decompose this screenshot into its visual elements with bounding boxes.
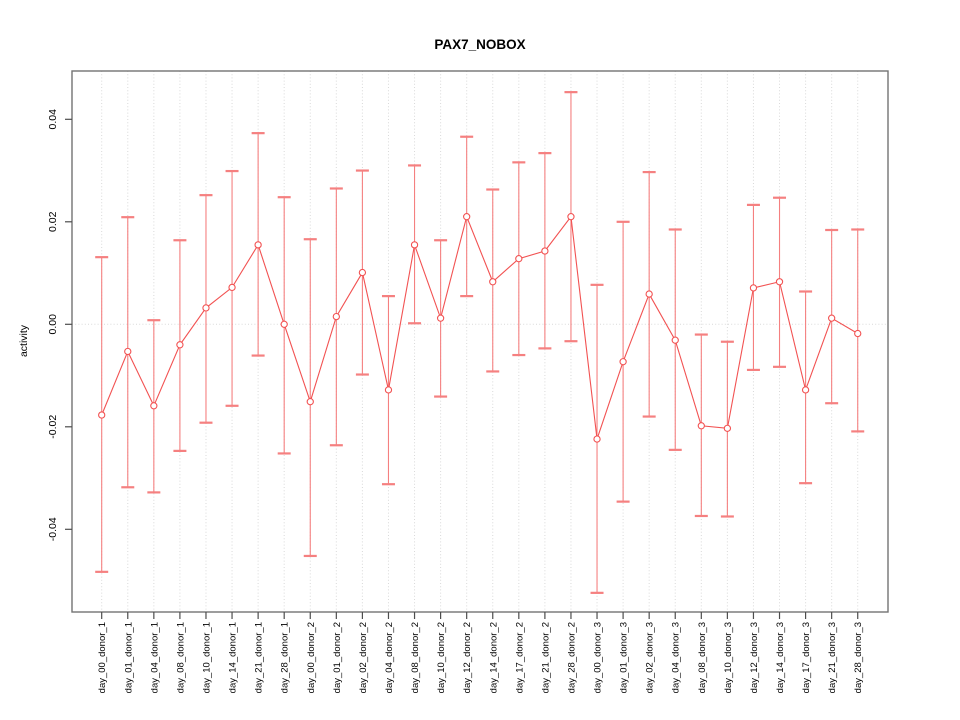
- x-tick-label: day_17_donor_3: [801, 622, 812, 693]
- x-tick-label: day_00_donor_3: [593, 622, 604, 693]
- x-tick-label: day_14_donor_3: [775, 622, 786, 693]
- data-point-marker: [410, 241, 419, 249]
- data-point-marker: [828, 314, 836, 322]
- x-tick-label: day_01_donor_2: [332, 622, 343, 693]
- x-tick-label: day_02_donor_3: [645, 622, 656, 693]
- data-layer: [95, 91, 865, 594]
- x-tick-label: day_04_donor_3: [671, 622, 682, 693]
- data-point-marker: [697, 422, 705, 430]
- data-point-marker: [436, 314, 445, 322]
- data-point-marker: [98, 411, 106, 419]
- y-axis-label: activity: [18, 324, 30, 357]
- data-point-marker: [489, 278, 497, 286]
- data-point-marker: [384, 386, 393, 394]
- data-point-marker: [228, 283, 236, 292]
- x-tick-label: day_08_donor_2: [410, 622, 421, 693]
- x-tick-label: day_08_donor_1: [175, 622, 186, 693]
- frame-layer: [71, 70, 889, 613]
- data-point-marker: [801, 386, 810, 394]
- x-tick-label: day_12_donor_2: [462, 622, 473, 693]
- data-point-marker: [645, 290, 653, 298]
- data-point-marker: [593, 435, 601, 443]
- data-point-marker: [124, 347, 132, 356]
- y-tick-label: 0.04: [47, 109, 59, 130]
- data-point-marker: [775, 278, 784, 286]
- data-point-marker: [671, 336, 679, 344]
- y-tick-label: 0.02: [47, 211, 59, 232]
- data-point-marker: [567, 213, 575, 221]
- data-point-marker: [515, 255, 523, 263]
- x-tick-label: day_10_donor_3: [723, 622, 734, 693]
- data-point-marker: [541, 247, 549, 255]
- data-point-marker: [150, 402, 158, 410]
- x-tick-label: day_21_donor_3: [827, 622, 838, 693]
- data-point-marker: [358, 268, 367, 277]
- data-point-marker: [176, 341, 184, 349]
- series-line: [101, 214, 859, 440]
- chart-title: PAX7_NOBOX: [434, 37, 525, 52]
- data-point-marker: [280, 320, 288, 328]
- plot-frame: [71, 70, 889, 613]
- y-tick-label: 0.00: [47, 314, 59, 335]
- data-point-marker: [463, 213, 471, 221]
- x-tick-label: day_01_donor_1: [123, 622, 134, 693]
- data-point-marker: [723, 424, 732, 432]
- x-tick-label: day_17_donor_2: [514, 622, 525, 693]
- x-tick-label: day_02_donor_2: [358, 622, 369, 693]
- x-tick-label: day_10_donor_1: [201, 622, 212, 693]
- x-tick-label: day_00_donor_2: [306, 622, 317, 693]
- x-tick-label: day_28_donor_1: [280, 622, 291, 693]
- y-tick-label: -0.04: [47, 517, 59, 541]
- x-tick-label: day_08_donor_3: [697, 622, 708, 693]
- data-point-marker: [202, 304, 210, 312]
- x-tick-label: day_01_donor_3: [619, 622, 630, 693]
- x-tick-label: day_28_donor_3: [853, 622, 864, 693]
- x-tick-label: day_21_donor_1: [254, 622, 265, 693]
- axis-layer: -0.04 -0.02 0.00 0.02 0.04 day_00_donor_1 day_…: [47, 109, 864, 693]
- data-point-marker: [332, 312, 340, 321]
- x-tick-label: day_12_donor_3: [749, 622, 760, 693]
- data-point-marker: [749, 284, 758, 292]
- grid-layer: [72, 71, 888, 612]
- data-point-marker: [854, 329, 862, 338]
- x-tick-label: day_00_donor_1: [97, 622, 108, 693]
- x-tick-label: day_10_donor_2: [436, 622, 447, 693]
- x-tick-label: day_28_donor_2: [566, 622, 577, 693]
- y-tick-label: -0.02: [47, 415, 59, 439]
- data-point-marker: [254, 241, 262, 249]
- x-tick-label: day_04_donor_1: [149, 622, 160, 693]
- data-point-marker: [306, 398, 314, 406]
- data-point-marker: [619, 358, 627, 366]
- x-tick-label: day_21_donor_2: [540, 622, 551, 693]
- x-tick-label: day_14_donor_1: [228, 622, 239, 693]
- x-tick-label: day_14_donor_2: [488, 622, 499, 693]
- x-tick-label: day_04_donor_2: [384, 622, 395, 693]
